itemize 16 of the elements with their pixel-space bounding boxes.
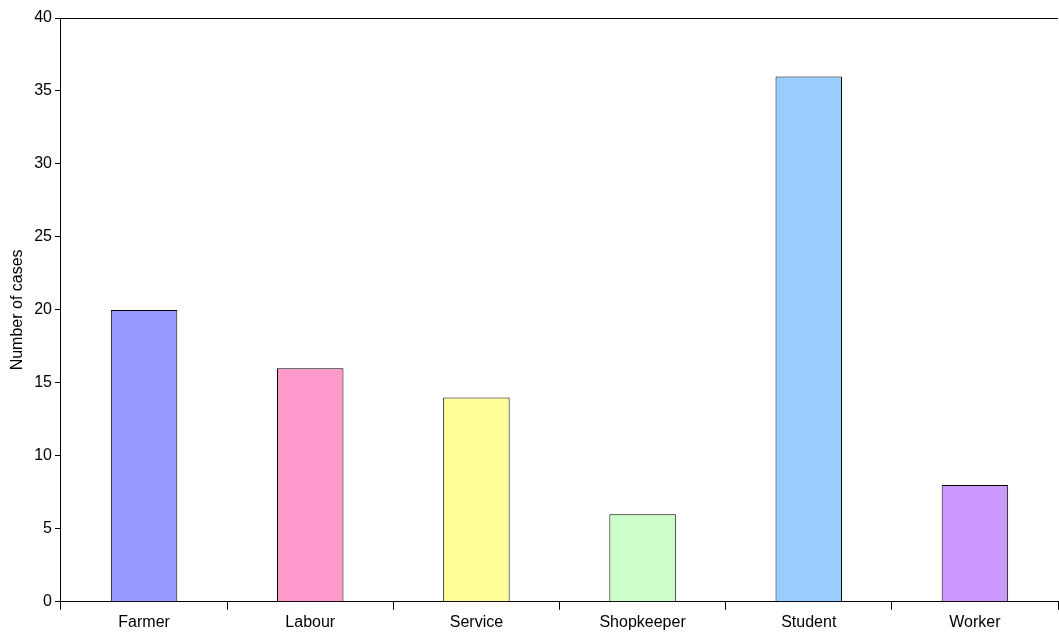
x-tick-label: Worker xyxy=(949,612,1002,630)
x-tick-label: Labour xyxy=(285,612,336,630)
x-tick-label: Shopkeeper xyxy=(599,612,687,630)
y-tick-label: 25 xyxy=(34,227,53,245)
y-axis-title: Number of cases xyxy=(8,249,26,371)
y-tick-label: 40 xyxy=(34,8,53,26)
x-tick-label: Service xyxy=(449,612,504,630)
y-tick-label: 10 xyxy=(34,446,53,464)
y-tick-label: 30 xyxy=(34,154,53,172)
y-tick-label: 20 xyxy=(34,300,53,318)
y-tick-label: 15 xyxy=(34,373,53,391)
y-tick-label: 5 xyxy=(43,519,53,537)
x-tick-label: Farmer xyxy=(118,612,171,630)
y-tick-label: 35 xyxy=(34,81,53,99)
y-tick-label: 0 xyxy=(43,592,53,610)
x-tick-label: Student xyxy=(781,612,837,630)
